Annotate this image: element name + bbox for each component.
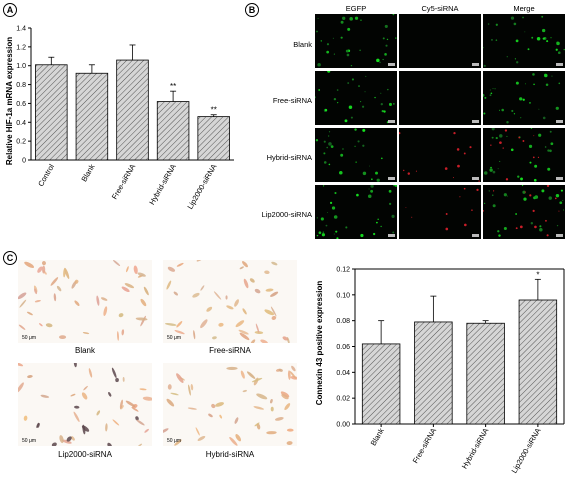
x-tick-label: Hybrid-siRNA bbox=[460, 427, 491, 471]
bar-hybrid-sirna bbox=[466, 322, 505, 425]
micrograph-hybrid-sirna-cy5-sirna bbox=[399, 128, 481, 182]
column-header-egfp: EGFP bbox=[345, 4, 367, 13]
x-tick-label: Blank bbox=[369, 426, 386, 447]
ihc-caption-free-sirna: Free-siRNA bbox=[209, 346, 251, 355]
ihc-image-hybrid-sirna: 50 μm bbox=[163, 363, 297, 446]
micrograph-hybrid-sirna-egfp bbox=[315, 128, 397, 182]
y-tick-label: 0.4 bbox=[16, 120, 26, 127]
y-tick-label: 0.06 bbox=[336, 344, 350, 351]
micrograph-lip2000-sirna-egfp bbox=[315, 185, 397, 239]
y-axis-label: Relative HIF-1a mRNA expression bbox=[5, 37, 14, 165]
y-axis-label: Connexin 43 positive expression bbox=[315, 281, 324, 406]
y-tick-label: 1.0 bbox=[16, 63, 26, 70]
bar-blank bbox=[75, 72, 109, 161]
significance-marker: ** bbox=[170, 82, 176, 91]
hif1a-bar-chart: Relative HIF-1a mRNA expression 0 0.2 0.4 0… bbox=[5, 26, 234, 211]
scale-bar-label: 50 μm bbox=[167, 335, 181, 341]
bar-free-sirna bbox=[116, 59, 149, 161]
micrograph-free-sirna-merge bbox=[483, 71, 565, 125]
ihc-caption-lip2000-sirna: Lip2000-siRNA bbox=[58, 450, 112, 459]
y-tick-label: 0.00 bbox=[336, 422, 350, 429]
y-tick-label: 1.4 bbox=[16, 26, 26, 33]
y-tick-label: 0.8 bbox=[16, 82, 26, 89]
ihc-image-blank: 50 μm bbox=[18, 260, 152, 343]
row-label-blank: Blank bbox=[293, 40, 312, 49]
bar-hybrid-sirna bbox=[156, 101, 190, 161]
bar-blank bbox=[361, 343, 401, 425]
significance-marker: ** bbox=[211, 106, 217, 115]
micrograph-blank-merge bbox=[483, 14, 565, 68]
bar-free-sirna bbox=[414, 321, 453, 425]
x-tick-label: Control bbox=[36, 162, 56, 188]
row-label-free-sirna: Free-siRNA bbox=[272, 96, 312, 105]
bar-control bbox=[35, 64, 68, 161]
y-tick-label: 0.08 bbox=[336, 318, 350, 325]
y-tick-label: 0.2 bbox=[16, 139, 26, 146]
x-tick-label: Free-siRNA bbox=[411, 427, 438, 465]
column-header-cy5-sirna: Cy5-siRNA bbox=[421, 4, 459, 13]
bar-lip2000-sirna bbox=[197, 116, 230, 161]
row-label-hybrid-sirna: Hybrid-siRNA bbox=[266, 153, 312, 162]
micrograph-blank-cy5-sirna bbox=[399, 14, 481, 68]
panel-label-b: B bbox=[245, 3, 259, 17]
x-tick-label: Free-siRNA bbox=[110, 163, 137, 201]
panel-label-a: A bbox=[3, 3, 17, 17]
y-tick-label: 0.10 bbox=[336, 292, 350, 299]
micrograph-free-sirna-cy5-sirna bbox=[399, 71, 481, 125]
y-tick-label: 0.02 bbox=[336, 396, 350, 403]
micrograph-free-sirna-egfp bbox=[315, 71, 397, 125]
micrograph-blank-egfp bbox=[315, 14, 397, 68]
ihc-image-free-sirna: 50 μm bbox=[163, 260, 297, 343]
column-header-merge: Merge bbox=[513, 4, 535, 13]
bar-lip2000-sirna bbox=[518, 299, 558, 425]
x-tick-label: Lip2000-siRNA bbox=[185, 163, 218, 211]
y-tick-label: 0.04 bbox=[336, 370, 350, 377]
scale-bar-label: 50 μm bbox=[167, 438, 181, 444]
y-tick-label: 0.12 bbox=[336, 267, 350, 274]
significance-marker: * bbox=[536, 270, 539, 279]
scale-bar-label: 50 μm bbox=[22, 438, 36, 444]
x-tick-label: Lip2000-siRNA bbox=[510, 427, 543, 475]
ihc-caption-hybrid-sirna: Hybrid-siRNA bbox=[205, 450, 255, 459]
y-tick-label: 0.6 bbox=[16, 101, 26, 108]
connexin43-bar-chart: Connexin 43 positive expression 0.00 0.02… bbox=[315, 267, 565, 475]
micrograph-lip2000-sirna-cy5-sirna bbox=[399, 185, 481, 239]
y-tick-label: 0 bbox=[22, 158, 26, 165]
scale-bar-label: 50 μm bbox=[22, 335, 36, 341]
x-tick-label: Hybrid-siRNA bbox=[147, 163, 178, 207]
micrograph-hybrid-sirna-merge bbox=[483, 128, 565, 182]
x-tick-label: Blank bbox=[79, 162, 96, 183]
micrograph-lip2000-sirna-merge bbox=[483, 185, 565, 239]
y-tick-label: 1.2 bbox=[16, 44, 26, 51]
row-label-lip2000-sirna: Lip2000-siRNA bbox=[261, 210, 312, 219]
ihc-image-lip2000-sirna: 50 μm bbox=[18, 363, 152, 446]
ihc-caption-blank: Blank bbox=[74, 346, 95, 355]
panel-label-c: C bbox=[3, 251, 17, 265]
